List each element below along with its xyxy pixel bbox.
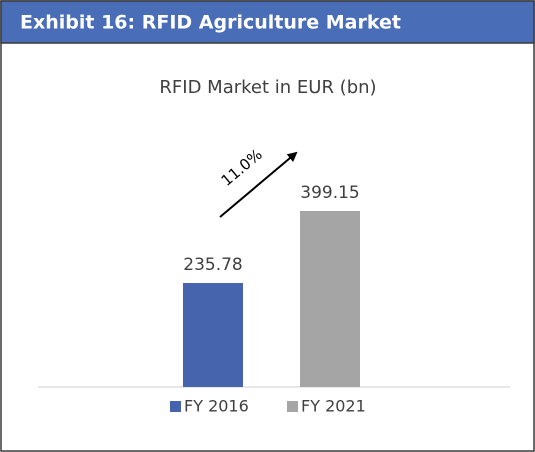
value-label: 235.78 (183, 255, 242, 275)
header-title: Exhibit 16: RFID Agriculture Market (20, 12, 401, 34)
legend-swatch (170, 401, 181, 412)
legend-swatch (287, 401, 298, 412)
legend-label: FY 2016 (184, 397, 249, 416)
legend-label: FY 2021 (301, 397, 366, 416)
header-band (0, 0, 535, 44)
chart-title: RFID Market in EUR (bn) (159, 77, 376, 98)
bar (183, 283, 243, 387)
value-label: 399.15 (300, 183, 359, 203)
growth-arrow (219, 151, 298, 218)
bar (300, 210, 360, 387)
